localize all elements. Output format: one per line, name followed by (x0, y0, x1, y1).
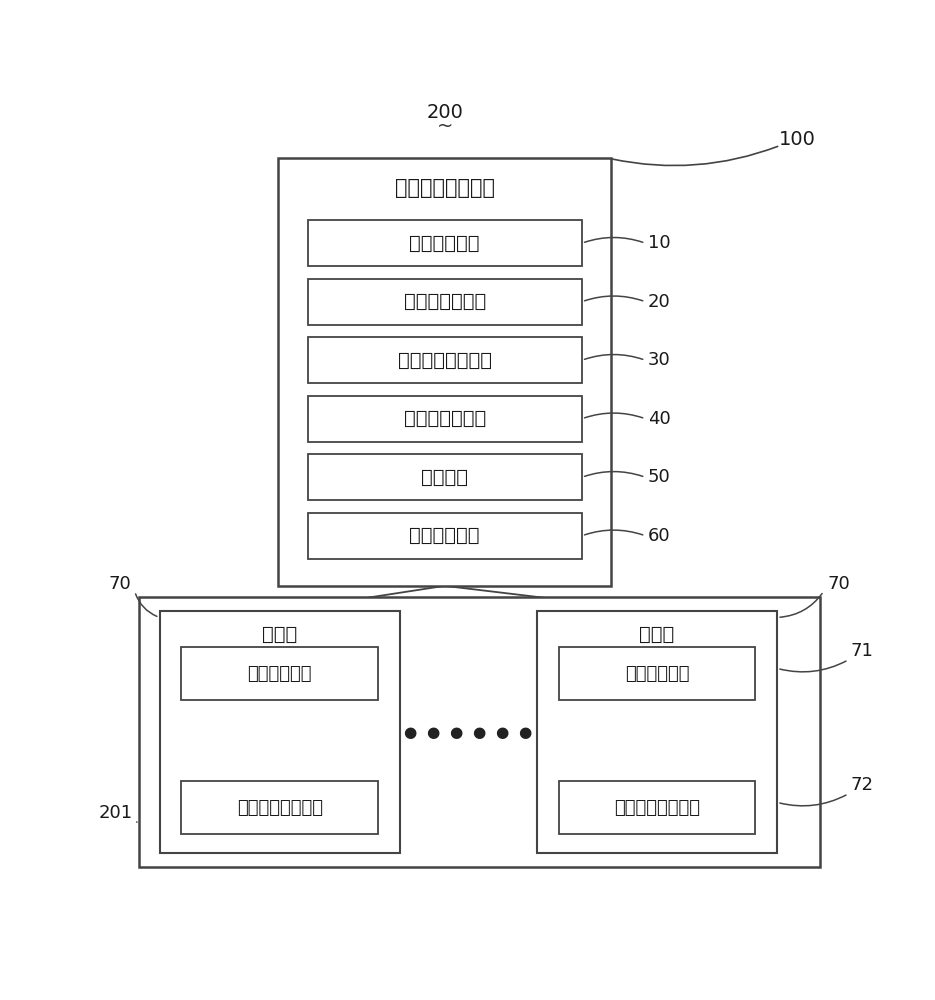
Text: ~: ~ (437, 117, 453, 136)
Bar (160, 611, 400, 853)
Text: 车载定位导航模块: 车载定位导航模块 (614, 799, 700, 817)
Text: 71: 71 (851, 642, 874, 660)
Text: 30: 30 (648, 351, 670, 369)
Text: 60: 60 (648, 527, 670, 545)
Bar (278, 158, 611, 586)
Text: 地图加载模块: 地图加载模块 (410, 234, 480, 253)
Text: 200: 200 (426, 103, 463, 122)
Text: 控制端监控模块: 控制端监控模块 (404, 409, 486, 428)
Bar (308, 220, 582, 266)
Text: 72: 72 (851, 776, 874, 794)
Text: 70: 70 (108, 575, 131, 593)
Text: 交互模块: 交互模块 (421, 468, 468, 487)
Text: 201: 201 (98, 804, 133, 822)
Text: 控制端数据库: 控制端数据库 (410, 526, 480, 545)
Bar (138, 597, 820, 867)
Text: 车载通信模块: 车载通信模块 (625, 665, 689, 683)
Text: 割草机队管理装置: 割草机队管理装置 (395, 178, 495, 198)
Text: 20: 20 (648, 293, 670, 311)
Text: 70: 70 (827, 575, 850, 593)
Text: 10: 10 (648, 234, 670, 252)
Bar (308, 454, 582, 500)
Bar (181, 781, 378, 834)
Text: 100: 100 (779, 130, 815, 149)
Text: 车载通信模块: 车载通信模块 (248, 665, 312, 683)
Text: 50: 50 (648, 468, 670, 486)
Bar (308, 279, 582, 325)
Text: 控制端通信模块: 控制端通信模块 (404, 292, 486, 311)
Text: 割草机: 割草机 (640, 625, 675, 644)
Bar (308, 513, 582, 559)
Text: 车载定位导航模块: 车载定位导航模块 (237, 799, 323, 817)
Text: 作业区域分配模块: 作业区域分配模块 (397, 351, 492, 370)
Bar (558, 781, 755, 834)
Text: 40: 40 (648, 410, 670, 428)
Bar (537, 611, 777, 853)
Bar (308, 396, 582, 442)
Text: 割草机: 割草机 (262, 625, 297, 644)
Bar (308, 337, 582, 383)
Bar (558, 647, 755, 700)
Bar (181, 647, 378, 700)
Text: ●  ●  ●  ●  ●  ●: ● ● ● ● ● ● (404, 725, 532, 740)
